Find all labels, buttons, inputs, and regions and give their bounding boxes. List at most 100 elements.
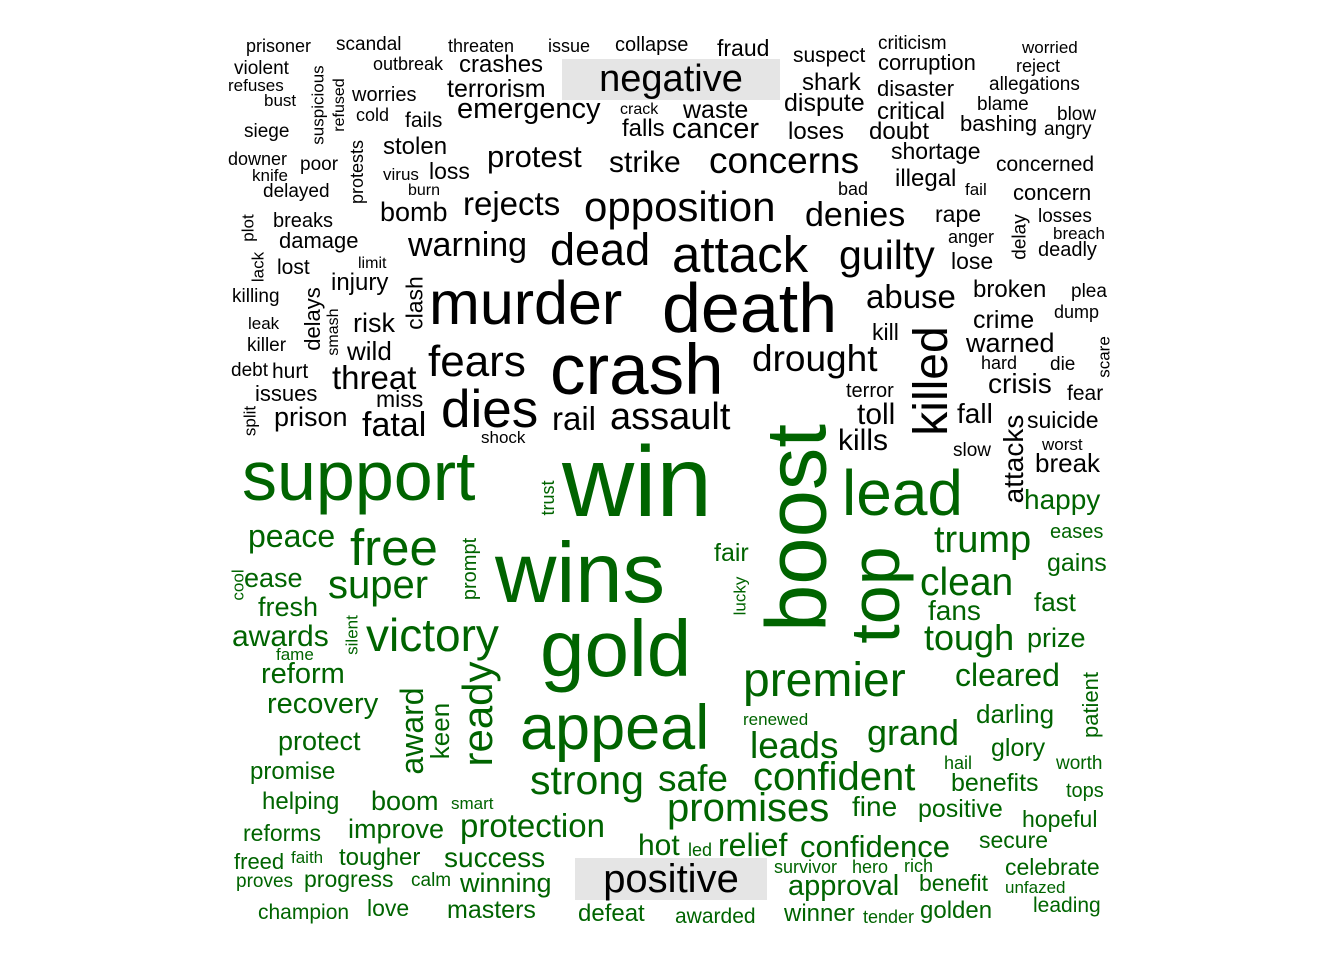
word-die: die [1050,354,1076,375]
word-refuses: refuses [228,76,284,95]
word-winning: winning [460,868,552,898]
word-killed: killed [905,326,958,436]
word-relief: relief [718,827,788,863]
word-free: free [350,519,438,576]
word-clean: clean [920,561,1014,604]
word-corruption: corruption [878,50,976,75]
word-burn: burn [408,182,441,199]
word-criticism: criticism [878,33,947,54]
word-limit: limit [358,255,387,272]
word-suspicious: suspicious [308,65,328,145]
word-hard: hard [981,353,1018,373]
word-faith: faith [291,848,324,867]
word-hail: hail [944,753,973,773]
word-promises: promises [667,786,830,830]
word-deadly: deadly [1038,239,1097,261]
word-boost: boost [749,424,845,632]
word-crash: crash [550,331,724,410]
word-benefit: benefit [919,870,989,896]
word-cancer: cancer [672,113,760,145]
word-scandal: scandal [336,34,402,55]
word-tender: tender [863,907,915,927]
word-worried: worried [1022,38,1078,57]
word-siege: siege [244,121,290,142]
word-prison: prison [274,402,348,432]
word-reforms: reforms [243,820,321,846]
word-rape: rape [935,201,982,227]
word-happy: happy [1024,484,1101,515]
word-leak: leak [248,314,280,333]
word-crisis: crisis [988,368,1052,399]
word-helping: helping [262,788,340,815]
word-rail: rail [552,400,597,437]
word-split: split [240,405,260,437]
word-strike: strike [609,146,681,179]
word-refused: refused [331,78,348,132]
word-fast: fast [1034,587,1076,617]
word-killer: killer [247,335,287,356]
word-delayed: delayed [263,181,330,202]
word-winner: winner [784,900,855,927]
word-suicide: suicide [1027,407,1099,433]
word-prize: prize [1027,623,1086,653]
word-progress: progress [304,866,394,892]
word-outbreak: outbreak [373,54,444,74]
word-falls: falls [622,115,665,142]
word-concern: concern [1013,180,1092,205]
word-wild: wild [347,336,392,366]
word-confident: confident [753,755,916,799]
word-lost: lost [277,256,310,279]
word-led: led [688,840,713,860]
word-threaten: threaten [448,36,515,56]
word-fine: fine [852,791,898,822]
word-critical: critical [877,98,946,125]
word-top: top [836,546,914,644]
word-rejects: rejects [463,185,561,222]
word-anger: anger [948,227,995,247]
word-blow: blow [1057,104,1097,125]
word-drought: drought [752,338,878,379]
positive-group-label: positive [575,857,767,901]
word-win: win [562,426,713,538]
word-survivor: survivor [774,857,838,877]
word-improve: improve [348,814,445,844]
word-fair: fair [714,539,749,567]
negative-group-label: negative [562,58,780,100]
word-support: support [242,437,476,515]
word-guilty: guilty [839,232,935,278]
word-tougher: tougher [339,844,421,871]
word-love: love [367,895,410,921]
word-prisoner: prisoner [246,36,312,56]
word-gold: gold [540,604,692,693]
word-fail: fail [965,180,987,199]
word-wins: wins [495,526,666,621]
word-toll: toll [857,398,896,431]
word-killing: killing [232,286,280,307]
word-crashes: crashes [459,51,544,78]
word-protest: protest [487,139,582,174]
word-dispute: dispute [784,89,865,117]
word-ease: ease [244,563,303,593]
word-virus: virus [383,165,419,184]
word-clash: clash [401,276,428,330]
word-unfazed: unfazed [1005,878,1066,897]
word-trump: trump [934,519,1032,561]
word-worst: worst [1042,435,1083,454]
word-safe: safe [658,758,728,799]
word-terrorism: terrorism [447,75,546,103]
word-leads: leads [750,725,839,766]
word-disaster: disaster [877,76,955,101]
word-keen: keen [425,702,455,760]
word-fresh: fresh [258,592,319,622]
word-illegal: illegal [895,165,957,192]
word-renewed: renewed [743,710,809,729]
word-lucky: lucky [730,576,750,616]
word-shock: shock [481,428,526,447]
word-fatal: fatal [362,406,427,444]
word-victory: victory [366,609,499,661]
word-angry: angry [1044,119,1092,140]
word-prompt: prompt [459,537,481,601]
word-trust: trust [538,480,558,516]
word-damage: damage [279,228,359,253]
word-emergency: emergency [457,93,601,125]
